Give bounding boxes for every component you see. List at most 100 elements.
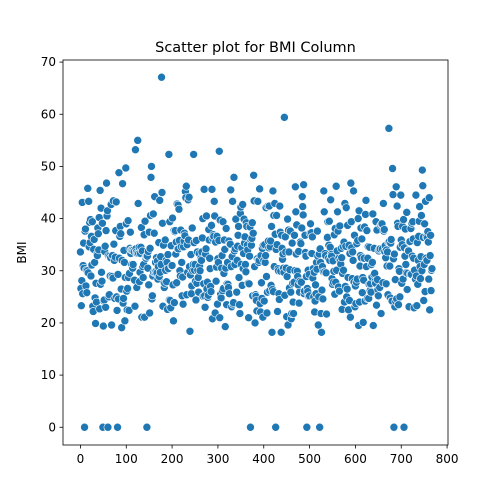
data-point [93, 229, 103, 239]
data-point [95, 186, 105, 195]
y-tick-label: 30 [41, 264, 56, 278]
data-point [376, 309, 386, 318]
data-point [221, 224, 231, 233]
data-point [113, 422, 122, 432]
data-point [268, 186, 278, 196]
data-point [114, 168, 124, 177]
data-point [294, 298, 304, 308]
data-point [98, 218, 107, 228]
data-point [113, 270, 123, 279]
data-point [262, 272, 271, 281]
data-point [319, 207, 329, 217]
data-point [147, 162, 156, 171]
data-point [411, 190, 421, 200]
data-point [311, 280, 320, 290]
data-point [174, 204, 184, 214]
data-point [297, 277, 306, 287]
data-point [276, 328, 286, 337]
data-point [399, 422, 409, 432]
data-point [261, 251, 270, 260]
data-point [417, 211, 426, 220]
data-point [235, 300, 244, 309]
x-tick-label: 700 [390, 452, 413, 466]
data-point [157, 188, 167, 197]
data-point [213, 299, 222, 309]
data-point [346, 178, 356, 188]
data-point [324, 216, 334, 226]
data-point [299, 180, 308, 189]
data-point [97, 268, 106, 277]
data-point [120, 316, 130, 326]
data-point [215, 313, 225, 323]
data-point [126, 227, 135, 237]
data-point [298, 210, 308, 220]
data-point [267, 222, 276, 231]
data-point [284, 247, 294, 257]
data-point [76, 247, 85, 257]
data-point [346, 312, 355, 322]
data-point [200, 302, 210, 312]
x-tick-label: 0 [77, 452, 85, 466]
data-point [290, 230, 299, 240]
data-point [163, 250, 173, 259]
data-point [112, 306, 122, 315]
chart-title: Scatter plot for BMI Column [155, 40, 356, 56]
data-point [396, 190, 406, 200]
data-point [97, 276, 107, 286]
data-point [379, 199, 388, 208]
data-point [228, 197, 237, 206]
data-point [319, 186, 329, 196]
data-point [388, 164, 397, 173]
data-point [287, 238, 297, 248]
data-point [238, 200, 247, 209]
data-point [392, 201, 402, 211]
data-point [389, 422, 399, 432]
data-point [424, 193, 434, 203]
data-point [296, 239, 306, 248]
data-point [123, 284, 132, 293]
data-point [211, 276, 221, 286]
data-point [418, 181, 428, 191]
data-point [229, 173, 239, 182]
data-point [247, 218, 257, 228]
data-point [195, 266, 205, 276]
data-point [146, 173, 156, 182]
data-point [120, 258, 129, 267]
data-point [226, 185, 236, 195]
data-point [214, 146, 224, 156]
data-point [424, 274, 434, 284]
data-point [267, 328, 277, 337]
data-point [80, 422, 89, 432]
data-point [99, 321, 108, 331]
data-point [234, 273, 244, 282]
data-point [286, 287, 296, 297]
y-tick-label: 60 [41, 107, 56, 121]
data-point [83, 184, 93, 193]
data-point [207, 221, 216, 230]
data-point [401, 260, 411, 269]
data-point [118, 179, 127, 188]
data-point [144, 280, 154, 290]
data-point [157, 72, 166, 82]
data-point [184, 192, 194, 202]
data-point [331, 181, 341, 191]
data-point [142, 422, 152, 432]
data-point [425, 305, 434, 315]
data-point [191, 295, 201, 305]
data-point [199, 185, 209, 194]
data-point [386, 235, 396, 244]
data-point [337, 253, 346, 263]
data-point [111, 197, 121, 207]
data-point [333, 207, 342, 217]
data-point [368, 258, 377, 267]
data-point [100, 241, 110, 251]
y-tick-label: 50 [41, 159, 56, 173]
data-point [348, 256, 358, 265]
data-point [177, 258, 187, 267]
data-point [81, 224, 90, 234]
data-point [335, 221, 345, 231]
data-point [169, 316, 178, 326]
data-point [399, 215, 408, 224]
data-point [253, 197, 263, 206]
data-point [317, 328, 326, 337]
